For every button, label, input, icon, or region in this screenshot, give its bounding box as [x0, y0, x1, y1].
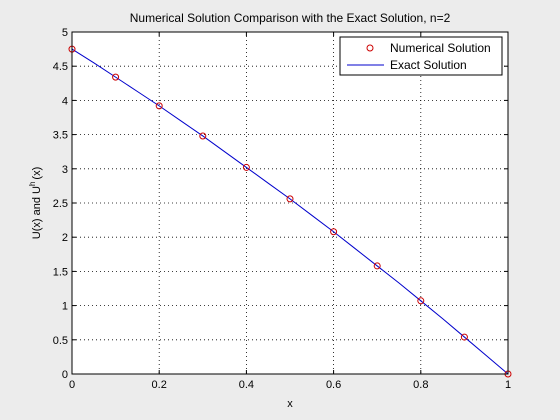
legend-numerical-label: Numerical Solution	[390, 41, 491, 55]
y-tick-label: 3.5	[53, 130, 68, 142]
y-tick-label: 2	[62, 232, 68, 244]
numerical-solution-point	[330, 228, 338, 236]
numerical-solution-point	[242, 163, 250, 171]
y-axis-label-main: U(x) and U	[31, 186, 43, 239]
y-tick-label: 4.5	[53, 61, 68, 73]
x-axis-label: x	[287, 398, 293, 410]
y-tick-label: 0	[62, 369, 68, 381]
x-tick-label: 0	[69, 379, 75, 391]
x-tick-label: 0.6	[326, 379, 341, 391]
series-layer	[68, 45, 512, 378]
legend-box	[339, 36, 503, 76]
chart-title: Numerical Solution Comparison with the E…	[130, 11, 451, 25]
y-axis-label: U(x) and Uh (x)	[28, 167, 43, 239]
numerical-solution-point	[373, 262, 381, 270]
y-tick-label: 2.5	[53, 198, 68, 210]
y-axis-label-sup: h	[28, 182, 37, 186]
legend: Numerical Solution Exact Solution	[339, 36, 503, 76]
y-tick-label: 4	[62, 95, 68, 107]
y-tick-label: 3	[62, 164, 68, 176]
x-tick-label: 0.4	[239, 379, 254, 391]
numerical-solution-point	[199, 132, 207, 140]
x-tick-label: 0.2	[152, 379, 167, 391]
numerical-solution-point	[112, 73, 120, 81]
ticks: 0 0.2 0.4 0.6 0.8 1 0 0.5 1 1.5 2 2.5 3 3.5 4 4.5 5	[53, 27, 511, 391]
legend-exact-label: Exact Solution	[390, 58, 467, 72]
y-tick-label: 1.5	[53, 266, 68, 278]
numerical-solution-point	[155, 102, 163, 110]
y-tick-label: 0.5	[53, 335, 68, 347]
legend-numerical-marker	[366, 44, 374, 52]
numerical-solution-point	[417, 297, 425, 305]
y-axis-label-tail: (x)	[31, 167, 43, 180]
y-tick-label: 1	[62, 301, 68, 313]
numerical-solution-point	[286, 195, 294, 203]
grid	[72, 32, 508, 374]
plot-area	[72, 32, 508, 374]
exact-solution-line	[71, 48, 509, 375]
x-tick-label: 0.8	[413, 379, 428, 391]
x-tick-label: 1	[505, 379, 511, 391]
y-tick-label: 5	[62, 27, 68, 39]
numerical-solution-point	[460, 333, 468, 341]
